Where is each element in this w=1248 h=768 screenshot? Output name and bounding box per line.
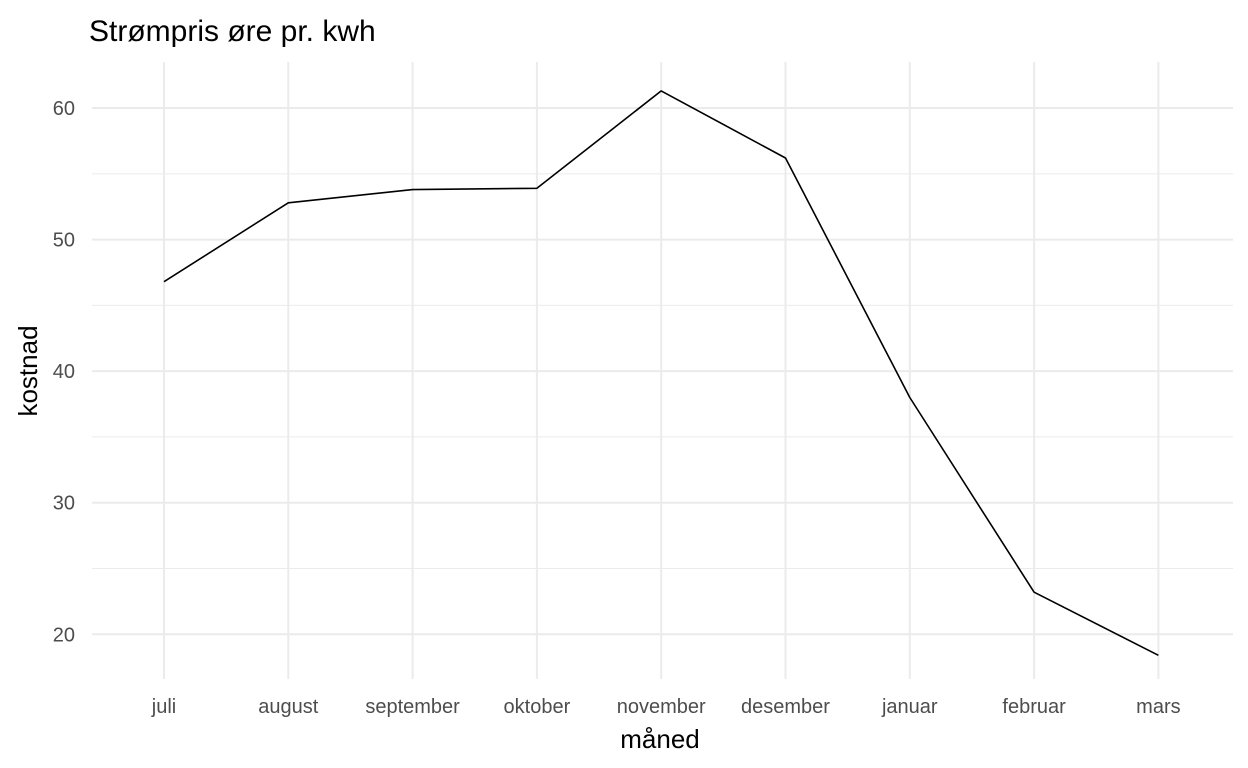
y-tick-label-30: 30 [53,493,75,515]
x-tick-label-februar: februar [1002,696,1066,718]
x-tick-label-januar: januar [881,696,938,718]
x-tick-label-juli: juli [151,696,176,718]
y-tick-label-20: 20 [53,624,75,646]
x-tick-label-mars: mars [1136,696,1180,718]
x-tick-label-november: november [617,696,706,718]
x-tick-label-september: september [365,696,460,718]
y-axis-tick-labels: 20 30 40 50 60 [53,98,75,646]
x-tick-label-august: august [258,696,318,718]
major-gridlines [92,62,1233,679]
x-axis-tick-labels: juli august september oktober november desemb… [151,696,1181,718]
x-axis-label: måned [620,724,700,754]
y-tick-label-40: 40 [53,361,75,383]
y-tick-label-60: 60 [53,98,75,120]
series-line [163,90,1159,657]
y-tick-label-50: 50 [53,230,75,252]
minor-gridlines [92,173,1233,569]
y-axis-label: kostnad [13,325,43,416]
x-tick-label-desember: desember [741,696,830,718]
x-tick-label-oktober: oktober [504,696,571,718]
chart-title: Strømpris øre pr. kwh [89,15,376,48]
